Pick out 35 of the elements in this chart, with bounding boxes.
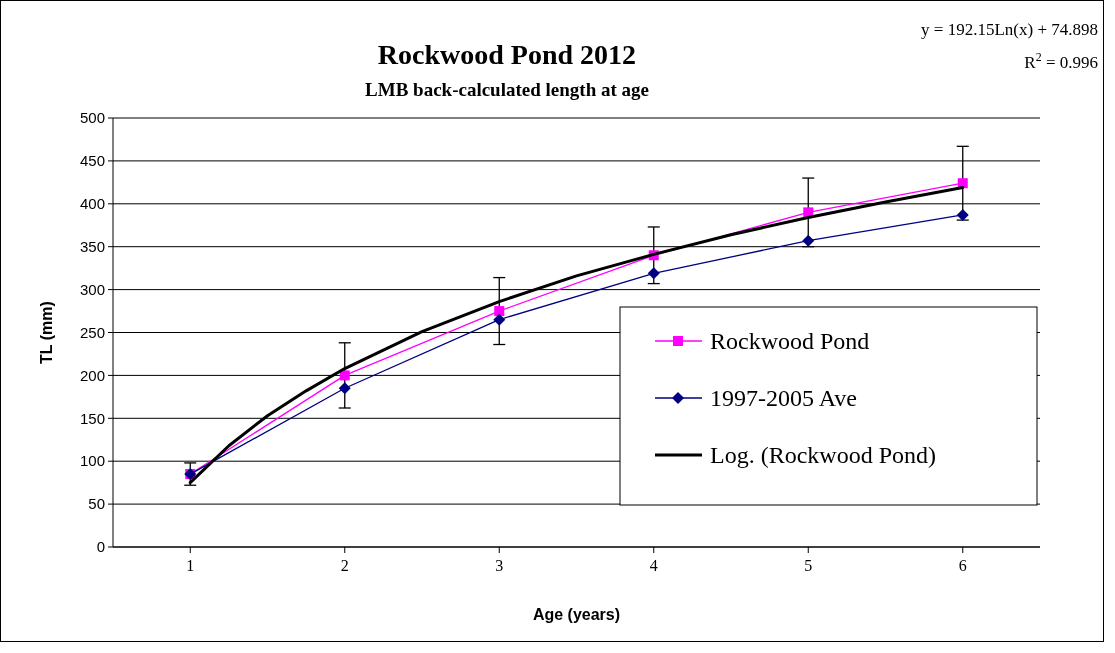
x-axis-title: Age (years) [532, 606, 621, 623]
y-tick-label: 300 [79, 280, 105, 298]
point [494, 306, 505, 317]
y-tick-label: 250 [79, 323, 105, 341]
x-tick-label: 2 [340, 557, 349, 574]
point [338, 382, 351, 395]
y-tick-label: 450 [79, 152, 105, 170]
x-tick-label: 6 [958, 557, 967, 574]
y-axis-title: TL (mm) [38, 301, 55, 364]
legend-label: 1997-2005 Ave [710, 385, 857, 412]
y-tick-label: 0 [96, 538, 105, 556]
y-tick-label: 50 [88, 495, 105, 513]
point [493, 313, 506, 326]
point [802, 234, 815, 247]
chart-subtitle: LMB back-calculated length at age [365, 79, 649, 100]
y-tick-label: 100 [79, 452, 105, 470]
y-tick-label: 350 [79, 237, 105, 255]
point [956, 208, 969, 221]
point [339, 370, 350, 381]
point [647, 267, 660, 280]
text: R$^{2}$ = 0.996 [1024, 50, 1098, 72]
x-tick-label: 1 [186, 557, 195, 574]
legend-label: Rockwood Pond [710, 328, 870, 355]
chart-title: Rockwood Pond 2012 [377, 39, 637, 70]
point [803, 207, 814, 218]
legend-label: Log. (Rockwood Pond) [710, 442, 936, 469]
point [957, 178, 968, 189]
y-tick-label: 150 [79, 409, 105, 427]
x-tick-label: 3 [495, 557, 504, 574]
text: y = 192.15Ln(x) + 74.898 [921, 20, 1098, 39]
x-tick-label: 4 [649, 557, 658, 574]
y-tick-label: 400 [79, 195, 105, 213]
x-tick-label: 5 [804, 557, 813, 574]
y-tick-label: 500 [79, 109, 105, 127]
y-tick-label: 200 [79, 366, 105, 384]
